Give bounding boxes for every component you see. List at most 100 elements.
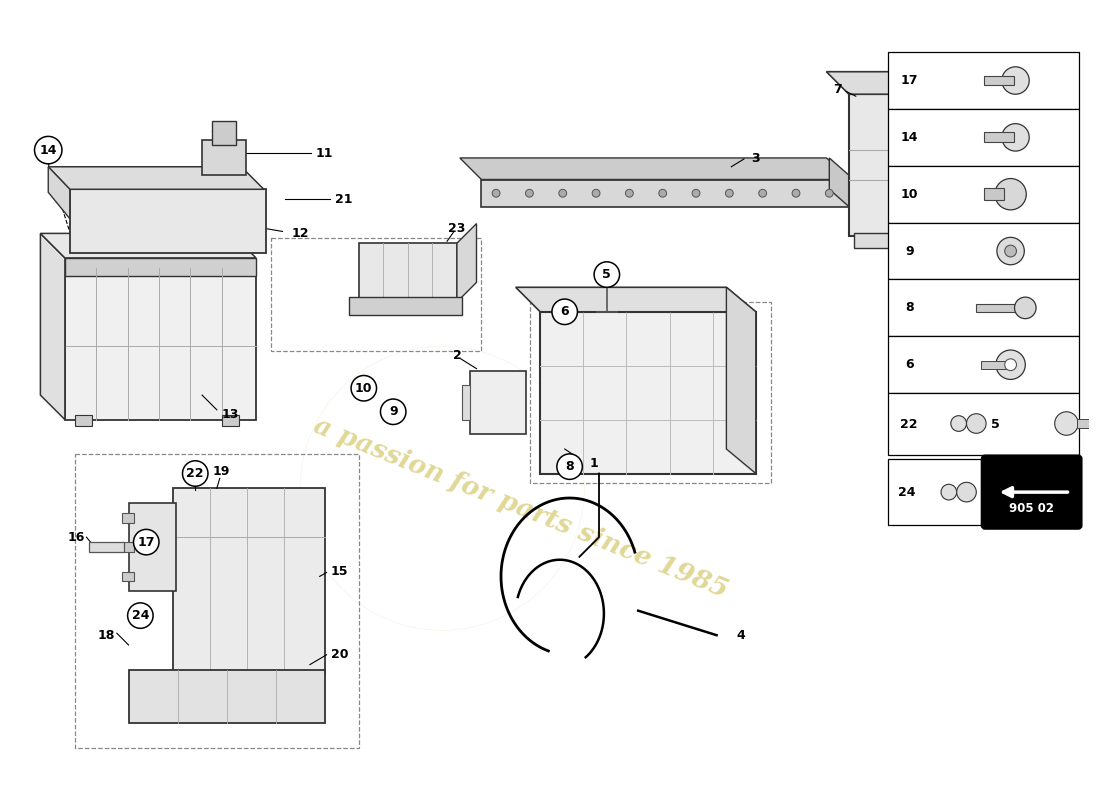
Text: 4: 4	[737, 629, 746, 642]
Bar	[122, 571, 133, 582]
Circle shape	[692, 190, 700, 197]
Text: 5: 5	[991, 418, 1000, 430]
Bar	[888, 279, 1079, 336]
Bar	[349, 297, 462, 314]
Bar	[359, 243, 456, 302]
Text: 905 02: 905 02	[1009, 502, 1054, 515]
Text: 1: 1	[590, 457, 598, 470]
Circle shape	[128, 603, 153, 628]
Circle shape	[967, 414, 986, 434]
Bar	[888, 52, 1079, 109]
Text: a passion for parts since 1985: a passion for parts since 1985	[310, 413, 732, 602]
Circle shape	[557, 454, 582, 479]
Text: 15: 15	[330, 565, 348, 578]
Bar	[540, 312, 756, 474]
Text: 13: 13	[222, 408, 239, 421]
Circle shape	[997, 238, 1024, 265]
Bar	[69, 190, 266, 253]
Text: 8: 8	[905, 302, 914, 314]
Circle shape	[351, 375, 376, 401]
Text: 24: 24	[898, 486, 915, 498]
Text: 21: 21	[336, 193, 353, 206]
Polygon shape	[48, 166, 264, 190]
Circle shape	[792, 190, 800, 197]
Polygon shape	[460, 158, 851, 179]
Text: 9: 9	[389, 406, 397, 418]
Text: 16: 16	[68, 530, 86, 544]
Text: 8: 8	[565, 460, 574, 473]
Polygon shape	[456, 223, 476, 302]
Bar	[122, 542, 133, 552]
FancyBboxPatch shape	[982, 456, 1081, 528]
Bar	[849, 94, 981, 236]
Circle shape	[492, 190, 500, 197]
Bar	[122, 513, 133, 522]
Bar	[888, 393, 1079, 455]
Text: 10: 10	[901, 188, 918, 201]
Circle shape	[34, 136, 62, 164]
Bar	[854, 234, 977, 248]
Text: 14: 14	[901, 131, 918, 144]
Bar	[888, 459, 981, 526]
Circle shape	[133, 530, 160, 555]
Bar	[981, 361, 1009, 369]
Bar	[75, 454, 359, 748]
Bar	[129, 503, 176, 591]
Text: 10: 10	[355, 382, 373, 394]
Bar	[470, 370, 527, 434]
Bar	[888, 222, 1079, 279]
Text: 19: 19	[213, 465, 230, 478]
Bar	[530, 302, 770, 483]
Text: 24: 24	[132, 609, 150, 622]
Polygon shape	[516, 287, 756, 312]
Circle shape	[996, 350, 1025, 379]
Polygon shape	[726, 287, 756, 474]
Bar	[888, 336, 1079, 393]
Text: 17: 17	[138, 536, 155, 549]
Text: 3: 3	[751, 153, 760, 166]
Circle shape	[950, 416, 967, 431]
Bar	[888, 109, 1079, 166]
Circle shape	[1002, 124, 1030, 151]
Circle shape	[1014, 297, 1036, 318]
Text: 18: 18	[98, 629, 114, 642]
Polygon shape	[955, 72, 981, 251]
Circle shape	[552, 299, 578, 325]
Text: 20: 20	[330, 648, 348, 662]
Polygon shape	[41, 234, 65, 419]
Circle shape	[659, 190, 667, 197]
Circle shape	[381, 399, 406, 425]
Circle shape	[759, 190, 767, 197]
Circle shape	[1004, 245, 1016, 257]
Bar	[75, 414, 92, 426]
Polygon shape	[829, 158, 854, 211]
Text: 6: 6	[560, 306, 569, 318]
Text: 22: 22	[187, 467, 204, 480]
Circle shape	[1055, 412, 1078, 435]
Text: 14: 14	[40, 144, 57, 157]
Bar	[65, 258, 256, 275]
Text: 5: 5	[603, 268, 612, 281]
Text: 11: 11	[316, 146, 333, 159]
Text: 2: 2	[452, 350, 461, 362]
Bar	[202, 140, 246, 174]
Bar	[984, 133, 1013, 142]
Text: 17: 17	[901, 74, 918, 87]
Bar	[65, 268, 256, 419]
Circle shape	[725, 190, 734, 197]
Bar	[888, 166, 1079, 222]
Bar	[173, 488, 324, 674]
Text: 12: 12	[292, 227, 309, 240]
Bar	[984, 188, 1003, 200]
Circle shape	[940, 484, 957, 500]
Bar	[212, 121, 236, 146]
Bar	[271, 238, 482, 351]
Circle shape	[626, 190, 634, 197]
Circle shape	[957, 482, 977, 502]
Bar	[129, 670, 324, 723]
Bar	[482, 179, 854, 207]
Circle shape	[559, 190, 566, 197]
Bar	[984, 76, 1013, 86]
Polygon shape	[48, 166, 69, 218]
Bar	[89, 542, 123, 552]
